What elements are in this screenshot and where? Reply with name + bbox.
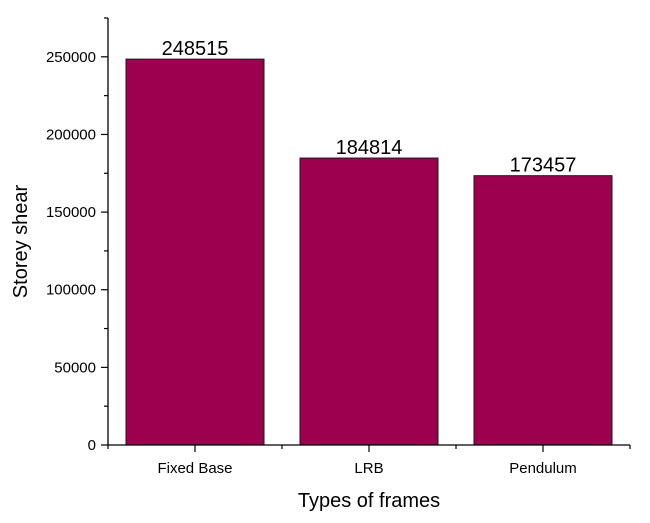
bars-group [125, 58, 613, 446]
data-label: 184814 [336, 137, 403, 159]
x-axis-title: Types of frames [298, 490, 440, 512]
y-tick-label: 100000 [46, 282, 96, 299]
y-axis-title: Storey shear [10, 184, 32, 298]
bar-pendulum [473, 175, 613, 446]
x-tick-label: Fixed Base [157, 460, 232, 477]
bar-fixed-base [125, 58, 265, 446]
y-tick-label: 150000 [46, 204, 96, 221]
x-ticks-group: Fixed Base LRB Pendulum [107, 445, 631, 477]
data-label: 248515 [162, 38, 229, 60]
x-tick-label: Pendulum [509, 460, 577, 477]
y-tick-label: 50000 [54, 359, 96, 376]
data-labels-group: 248515 184814 173457 [162, 38, 577, 177]
y-tick-label: 0 [88, 437, 96, 454]
bar-lrb [299, 157, 439, 446]
y-tick-label: 250000 [46, 49, 96, 66]
x-tick-label: LRB [354, 460, 383, 477]
data-label: 173457 [510, 155, 577, 177]
y-ticks-group: 0 50000 100000 150000 200000 250000 [46, 17, 108, 454]
y-tick-label: 200000 [46, 126, 96, 143]
